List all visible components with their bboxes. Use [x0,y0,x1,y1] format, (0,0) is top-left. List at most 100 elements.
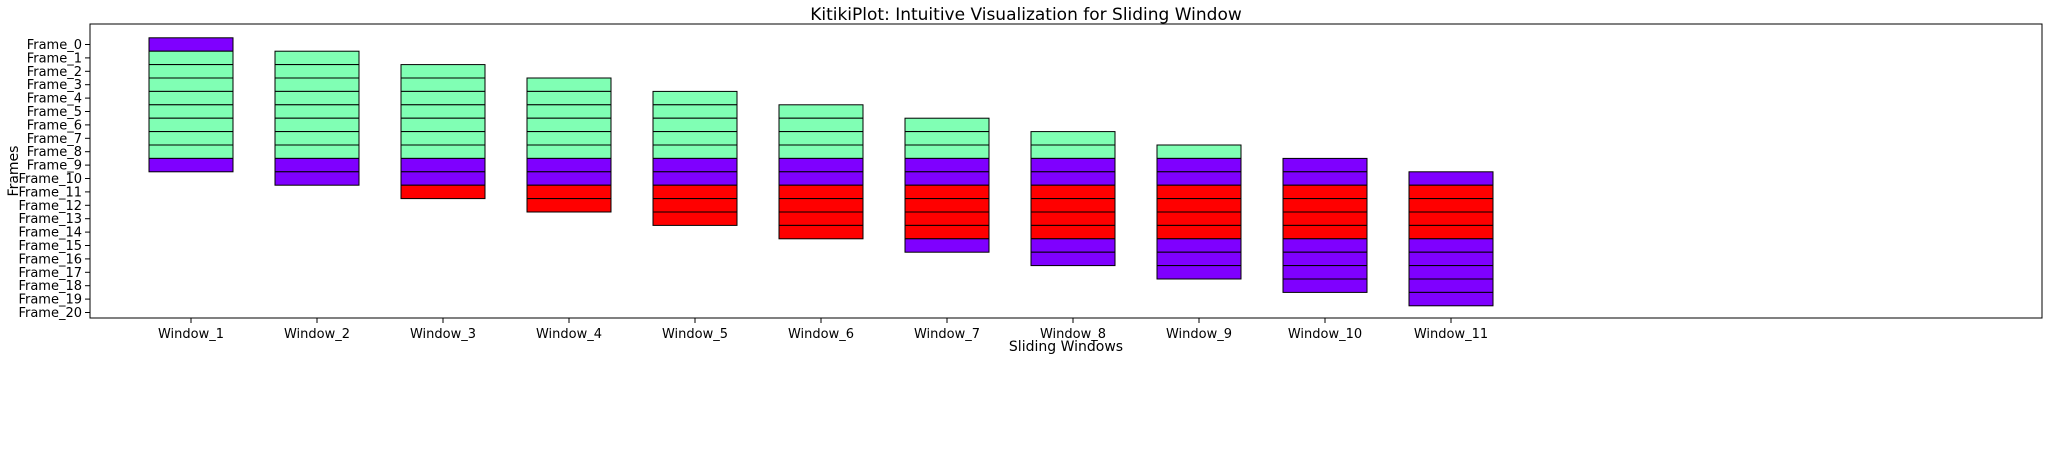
x-axis-title: Sliding Windows [1009,339,1123,355]
cell-window_9-frame_14 [1156,224,1242,240]
cell-window_11-frame_15 [1408,238,1494,253]
y-tick-label: Frame_6 [27,118,82,133]
cell-window_9-frame_11 [1156,184,1242,200]
y-tick-label: Frame_11 [18,185,82,200]
cell-window_10-frame_12 [1282,198,1368,213]
chart-title: KitikiPlot: Intuitive Visualization for … [810,5,1242,25]
cell-window_2-frame_2 [274,64,360,79]
cell-window_11-frame_10 [1408,171,1494,186]
cell-window_7-frame_12 [904,198,990,213]
cell-window_8-frame_13 [1030,211,1116,226]
cell-window_2-frame_7 [274,131,360,146]
cell-window_5-frame_8 [652,144,738,159]
cell-window_10-frame_14 [1282,224,1368,240]
cell-window_7-frame_8 [904,144,990,159]
cell-window_7-frame_13 [904,211,990,226]
cell-window_6-frame_6 [778,117,864,133]
cell-window_10-frame_10 [1282,171,1368,186]
cell-window_9-frame_17 [1156,265,1242,280]
cell-window_1-frame_4 [148,90,234,106]
x-ticks: Window_1 Window_2 Window_3 Window_4 Window_5… [158,318,1488,342]
cell-window_4-frame_10 [526,171,612,186]
cell-window_1-frame_8 [148,144,234,159]
cell-window_3-frame_6 [400,117,486,133]
y-tick-label: Frame_7 [27,132,82,147]
cell-window_3-frame_10 [400,171,486,186]
cell-window_9-frame_9 [1156,157,1242,173]
y-tick-label: Frame_16 [18,252,82,267]
cell-window_10-frame_18 [1282,278,1368,293]
cell-window_8-frame_8 [1030,144,1116,159]
y-tick-label: Frame_5 [27,105,82,120]
y-tick-label: Frame_9 [27,159,82,174]
cell-window_2-frame_3 [274,77,360,92]
cell-window_4-frame_12 [526,198,612,213]
cell-window_6-frame_11 [778,184,864,200]
cell-window_11-frame_16 [1408,251,1494,267]
cell-window_8-frame_10 [1030,171,1116,186]
x-tick-label: Window_4 [536,327,602,342]
cell-window_11-frame_18 [1408,278,1494,293]
y-tick-label: Frame_15 [18,239,82,254]
x-tick-label: Window_2 [284,327,350,342]
cell-window_4-frame_8 [526,144,612,159]
cell-window_3-frame_9 [400,157,486,173]
y-tick-label: Frame_4 [27,92,82,107]
cell-window_6-frame_10 [778,171,864,186]
y-tick-label: Frame_8 [27,145,82,160]
cell-window_3-frame_11 [400,184,486,200]
cell-window_6-frame_7 [778,131,864,146]
cell-window_8-frame_15 [1030,238,1116,253]
cell-window_11-frame_19 [1408,291,1494,307]
cell-window_10-frame_9 [1282,157,1368,173]
y-axis-title: Frames [6,146,22,197]
cell-window_5-frame_12 [652,198,738,213]
cell-window_9-frame_12 [1156,198,1242,213]
cell-window_10-frame_15 [1282,238,1368,253]
cell-window_3-frame_7 [400,131,486,146]
cell-window_11-frame_11 [1408,184,1494,200]
cell-window_9-frame_15 [1156,238,1242,253]
cell-window_3-frame_2 [400,64,486,79]
cell-window_3-frame_4 [400,90,486,106]
cell-window_4-frame_11 [526,184,612,200]
y-tick-label: Frame_14 [18,226,82,241]
cell-window_9-frame_10 [1156,171,1242,186]
y-tick-label: Frame_10 [18,172,82,187]
cell-window_3-frame_5 [400,104,486,119]
cell-window_4-frame_9 [526,157,612,173]
cell-window_11-frame_14 [1408,224,1494,240]
x-tick-label: Window_7 [914,327,980,342]
x-tick-label: Window_8 [1040,327,1106,342]
cell-window_11-frame_12 [1408,198,1494,213]
cell-window_2-frame_1 [274,50,360,66]
cell-window_2-frame_8 [274,144,360,159]
y-tick-label: Frame_1 [27,51,82,66]
cell-window_4-frame_3 [526,77,612,92]
cell-window_3-frame_8 [400,144,486,159]
cell-window_5-frame_4 [652,90,738,106]
cell-window_1-frame_9 [148,157,234,173]
cell-window_1-frame_0 [148,37,234,52]
cell-window_11-frame_17 [1408,265,1494,280]
cell-window_6-frame_12 [778,198,864,213]
cell-window_5-frame_5 [652,104,738,119]
cell-window_5-frame_9 [652,157,738,173]
y-tick-label: Frame_20 [18,306,82,321]
cell-window_8-frame_14 [1030,224,1116,240]
cells-layer [148,37,1494,307]
cell-window_6-frame_8 [778,144,864,159]
y-tick-label: Frame_12 [18,199,82,214]
cell-window_4-frame_7 [526,131,612,146]
cell-window_7-frame_9 [904,157,990,173]
cell-window_5-frame_6 [652,117,738,133]
cell-window_5-frame_11 [652,184,738,200]
cell-window_1-frame_5 [148,104,234,119]
cell-window_9-frame_8 [1156,144,1242,159]
y-tick-label: Frame_13 [18,212,82,227]
y-tick-label: Frame_3 [27,78,82,93]
cell-window_6-frame_13 [778,211,864,226]
cell-window_10-frame_17 [1282,265,1368,280]
